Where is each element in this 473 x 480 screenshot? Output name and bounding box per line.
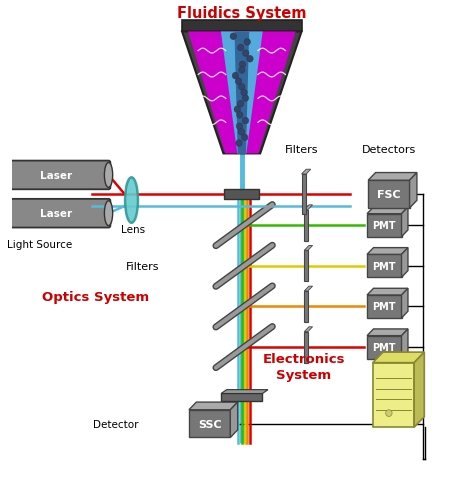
Text: Filters: Filters	[126, 261, 160, 271]
Text: SSC: SSC	[198, 419, 221, 429]
Circle shape	[385, 410, 392, 417]
Circle shape	[242, 118, 249, 125]
Text: PMT: PMT	[373, 342, 396, 352]
Polygon shape	[402, 288, 408, 318]
FancyBboxPatch shape	[1, 199, 110, 228]
Text: Lens: Lens	[121, 225, 145, 235]
Polygon shape	[189, 402, 237, 410]
Ellipse shape	[0, 163, 7, 188]
FancyBboxPatch shape	[182, 21, 302, 33]
Polygon shape	[304, 246, 313, 251]
Text: PMT: PMT	[373, 221, 396, 231]
Circle shape	[247, 56, 253, 63]
FancyBboxPatch shape	[304, 332, 308, 363]
FancyBboxPatch shape	[224, 190, 259, 199]
Circle shape	[238, 68, 245, 74]
Circle shape	[237, 45, 244, 52]
FancyBboxPatch shape	[367, 255, 402, 278]
Text: Electronics
System: Electronics System	[263, 352, 345, 381]
Ellipse shape	[105, 201, 113, 226]
Polygon shape	[414, 352, 424, 427]
FancyBboxPatch shape	[1, 161, 110, 190]
Text: Filters: Filters	[285, 144, 318, 154]
FancyBboxPatch shape	[304, 291, 308, 323]
Text: Detector: Detector	[93, 419, 139, 429]
FancyBboxPatch shape	[368, 181, 410, 208]
FancyBboxPatch shape	[304, 210, 308, 241]
Polygon shape	[367, 329, 408, 336]
Polygon shape	[373, 352, 424, 363]
FancyBboxPatch shape	[189, 410, 230, 438]
Polygon shape	[402, 207, 408, 237]
Polygon shape	[410, 173, 417, 208]
Polygon shape	[235, 33, 249, 154]
FancyBboxPatch shape	[373, 363, 414, 427]
Circle shape	[236, 112, 243, 119]
Ellipse shape	[105, 163, 113, 188]
Circle shape	[242, 96, 249, 102]
FancyBboxPatch shape	[221, 394, 263, 401]
Polygon shape	[304, 287, 313, 291]
Text: Laser: Laser	[40, 209, 72, 219]
Polygon shape	[402, 248, 408, 278]
Circle shape	[236, 79, 242, 85]
Polygon shape	[230, 402, 237, 438]
FancyBboxPatch shape	[367, 214, 402, 237]
Text: FSC: FSC	[377, 190, 401, 200]
Circle shape	[230, 34, 236, 40]
Circle shape	[241, 135, 248, 142]
Circle shape	[232, 73, 239, 80]
Text: Laser: Laser	[40, 170, 72, 180]
Text: Light Source: Light Source	[7, 240, 72, 250]
Circle shape	[237, 101, 244, 108]
Polygon shape	[402, 329, 408, 359]
Polygon shape	[221, 390, 268, 394]
FancyBboxPatch shape	[304, 251, 308, 282]
Polygon shape	[304, 205, 313, 210]
Polygon shape	[367, 248, 408, 255]
Circle shape	[244, 39, 250, 46]
Text: Detectors: Detectors	[362, 144, 416, 154]
Polygon shape	[304, 327, 313, 332]
Polygon shape	[367, 288, 408, 295]
Polygon shape	[367, 207, 408, 214]
Text: PMT: PMT	[373, 302, 396, 312]
Polygon shape	[182, 33, 302, 154]
Circle shape	[236, 140, 242, 147]
Text: PMT: PMT	[373, 261, 396, 271]
Circle shape	[236, 123, 243, 130]
FancyBboxPatch shape	[302, 175, 306, 215]
Circle shape	[239, 62, 245, 69]
Polygon shape	[368, 173, 417, 181]
Circle shape	[241, 90, 247, 96]
Ellipse shape	[125, 178, 138, 223]
FancyBboxPatch shape	[367, 336, 402, 359]
Circle shape	[234, 107, 241, 113]
Polygon shape	[302, 170, 311, 175]
Circle shape	[238, 84, 245, 91]
Polygon shape	[188, 33, 296, 154]
FancyBboxPatch shape	[367, 295, 402, 318]
Circle shape	[243, 51, 249, 57]
Text: Optics System: Optics System	[42, 291, 149, 304]
Text: Fluidics System: Fluidics System	[177, 6, 307, 21]
Circle shape	[238, 129, 245, 136]
Polygon shape	[221, 33, 263, 154]
Ellipse shape	[0, 201, 7, 226]
